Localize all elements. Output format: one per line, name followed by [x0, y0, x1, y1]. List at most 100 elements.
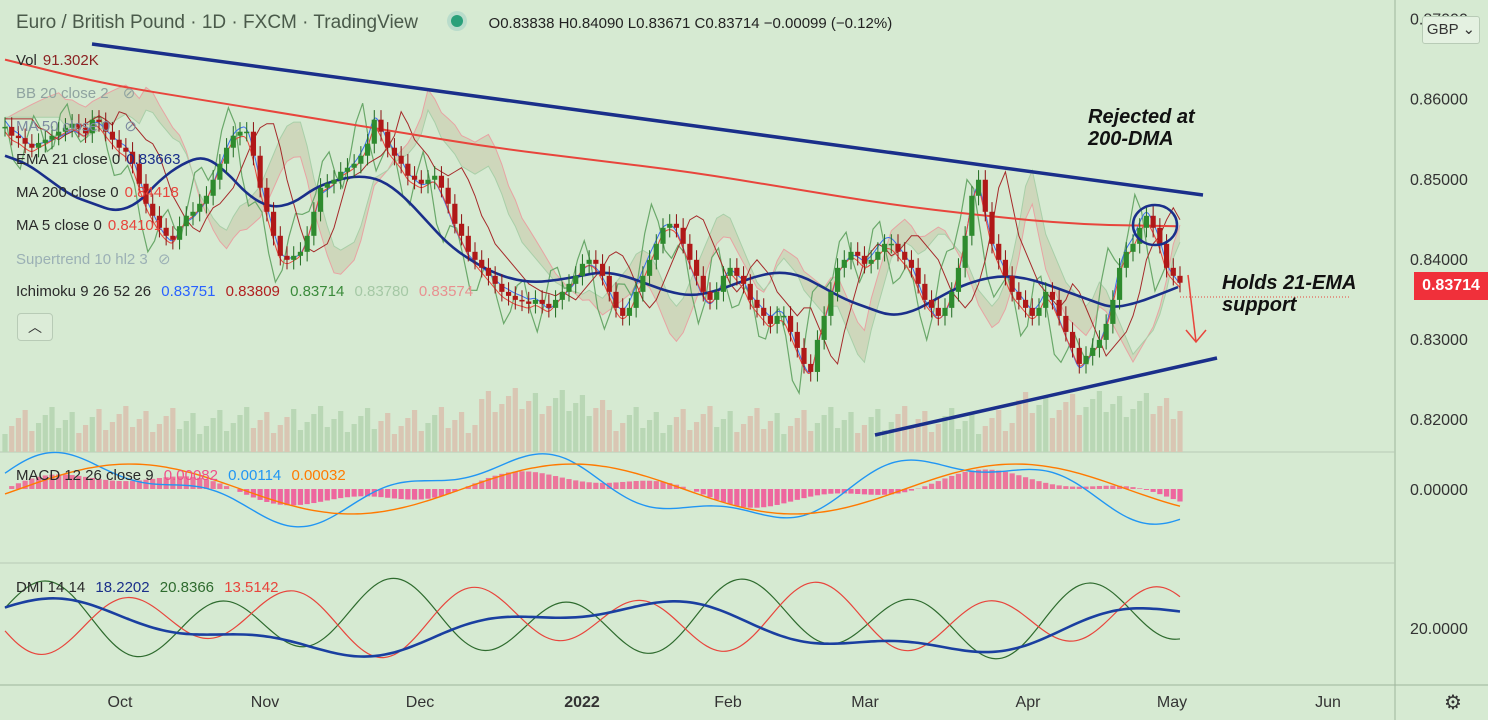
volume-bar — [888, 422, 894, 452]
volume-bar — [848, 412, 854, 452]
volume-bar — [129, 427, 136, 452]
currency-select[interactable]: GBP ⌄ — [1422, 16, 1480, 44]
bb-legend[interactable]: BB 20 close 2 ⊘ — [16, 85, 136, 102]
candle-body — [693, 259, 700, 276]
macd-histogram-bar — [176, 476, 183, 489]
candle-body — [761, 307, 767, 316]
candle-body — [143, 183, 149, 204]
gear-icon[interactable]: ⚙ — [1444, 692, 1462, 714]
volume-bar — [539, 414, 545, 452]
candle-body — [975, 179, 982, 196]
macd-histogram-bar — [808, 489, 814, 497]
candle-body — [633, 291, 639, 308]
volume-bar — [714, 427, 720, 452]
volume-bar — [371, 429, 377, 452]
volume-bar — [317, 406, 324, 452]
macd-histogram-bar — [680, 486, 686, 489]
candle-body — [438, 175, 445, 188]
symbol-title[interactable]: Euro / British Pound · 1D · FXCM · Tradi… — [16, 12, 418, 33]
candle-body — [1110, 299, 1116, 324]
macd-histogram-bar — [962, 471, 968, 489]
macd-histogram-bar — [996, 470, 1002, 489]
macd-histogram-bar — [9, 486, 15, 489]
volume-bar — [996, 410, 1002, 452]
candle-body — [499, 283, 505, 292]
macd-histogram-bar — [291, 489, 297, 506]
macd-histogram-bar — [485, 477, 492, 489]
volume-bar — [499, 404, 505, 452]
macd-histogram-bar — [975, 469, 982, 489]
candle-body — [1103, 323, 1109, 340]
macd-histogram-bar — [197, 477, 203, 489]
candle-body — [653, 243, 659, 260]
ichimoku-lagging: 0.83714 — [290, 283, 345, 300]
candle-body — [445, 187, 451, 204]
macd-legend[interactable]: MACD 12 26 close 9 0.00082 0.00114 0.000… — [16, 467, 346, 484]
candle-body — [250, 131, 257, 156]
macd-histogram-bar — [505, 472, 512, 489]
candle-body — [398, 155, 404, 164]
candle-body — [22, 138, 28, 144]
volume-bar — [868, 417, 874, 452]
candle-body — [687, 243, 693, 260]
candle-body — [203, 195, 210, 204]
candle-body — [62, 127, 69, 132]
candle-body — [150, 203, 156, 216]
ema21-legend[interactable]: EMA 21 close 0 0.83663 — [16, 151, 181, 168]
candle-body — [1076, 347, 1082, 364]
macd-histogram-bar — [418, 489, 424, 500]
candle-body — [217, 163, 223, 180]
collapse-legend-button[interactable]: ︿ — [17, 313, 53, 341]
candle-body — [720, 275, 727, 292]
macd-histogram-bar — [626, 481, 633, 489]
candle-body — [949, 291, 955, 308]
ma200-legend[interactable]: MA 200 close 0 0.84418 — [16, 184, 179, 201]
volume-bar — [754, 408, 760, 452]
price-tick-label: 0.85000 — [1410, 172, 1468, 189]
macd-histogram-bar — [539, 473, 545, 489]
macd-histogram-bar — [693, 489, 700, 492]
volume-bar — [15, 418, 22, 452]
volume-bar — [747, 416, 753, 452]
macd-histogram-bar — [324, 489, 330, 501]
candle-body — [1123, 251, 1129, 268]
candle-body — [163, 227, 169, 236]
price-tick-label: 0.84000 — [1410, 252, 1468, 269]
ma5-legend[interactable]: MA 5 close 0 0.84101 — [16, 217, 163, 234]
macd-histogram-bar — [411, 489, 418, 500]
macd-histogram-bar — [606, 482, 612, 489]
dmi-legend[interactable]: DMI 14 14 18.2202 20.8366 13.5142 — [16, 579, 279, 596]
macd-histogram-bar — [49, 474, 55, 489]
volume-bar — [405, 418, 411, 452]
volume-bar — [183, 421, 189, 452]
volume-bar — [1069, 394, 1076, 452]
volume-bar — [707, 406, 713, 452]
macd-histogram-bar — [479, 480, 485, 489]
supertrend-legend[interactable]: Supertrend 10 hl2 3 ⊘ — [16, 251, 171, 268]
volume-bar — [385, 413, 391, 452]
volume-bar — [1143, 393, 1150, 452]
macd-histogram-bar — [398, 489, 404, 500]
macd-line-value: 0.00114 — [228, 467, 282, 484]
volume-bar — [928, 432, 935, 452]
candle-body — [492, 275, 498, 284]
ichimoku-legend[interactable]: Ichimoku 9 26 52 26 0.83751 0.83809 0.83… — [16, 283, 474, 300]
macd-histogram-bar — [223, 486, 230, 489]
volume-bar — [1177, 411, 1183, 452]
candle-body — [519, 299, 525, 302]
time-tick-label: Jun — [1315, 694, 1341, 711]
macd-histogram-bar — [304, 489, 310, 505]
volume-bar — [109, 422, 116, 452]
candle-body — [505, 291, 512, 296]
candle-body — [129, 151, 136, 164]
volume-bar — [774, 413, 780, 452]
macd-histogram-bar — [573, 480, 579, 489]
volume-bar — [720, 419, 727, 452]
ma50-legend[interactable]: MA 50 close 0 ⊘ — [16, 118, 137, 135]
volume-bar — [1043, 397, 1049, 452]
ma200-line — [4, 58, 1179, 228]
macd-histogram-bar — [814, 489, 821, 496]
vol-legend[interactable]: Vol 91.302K — [16, 52, 99, 69]
time-tick-label: Dec — [406, 694, 434, 711]
